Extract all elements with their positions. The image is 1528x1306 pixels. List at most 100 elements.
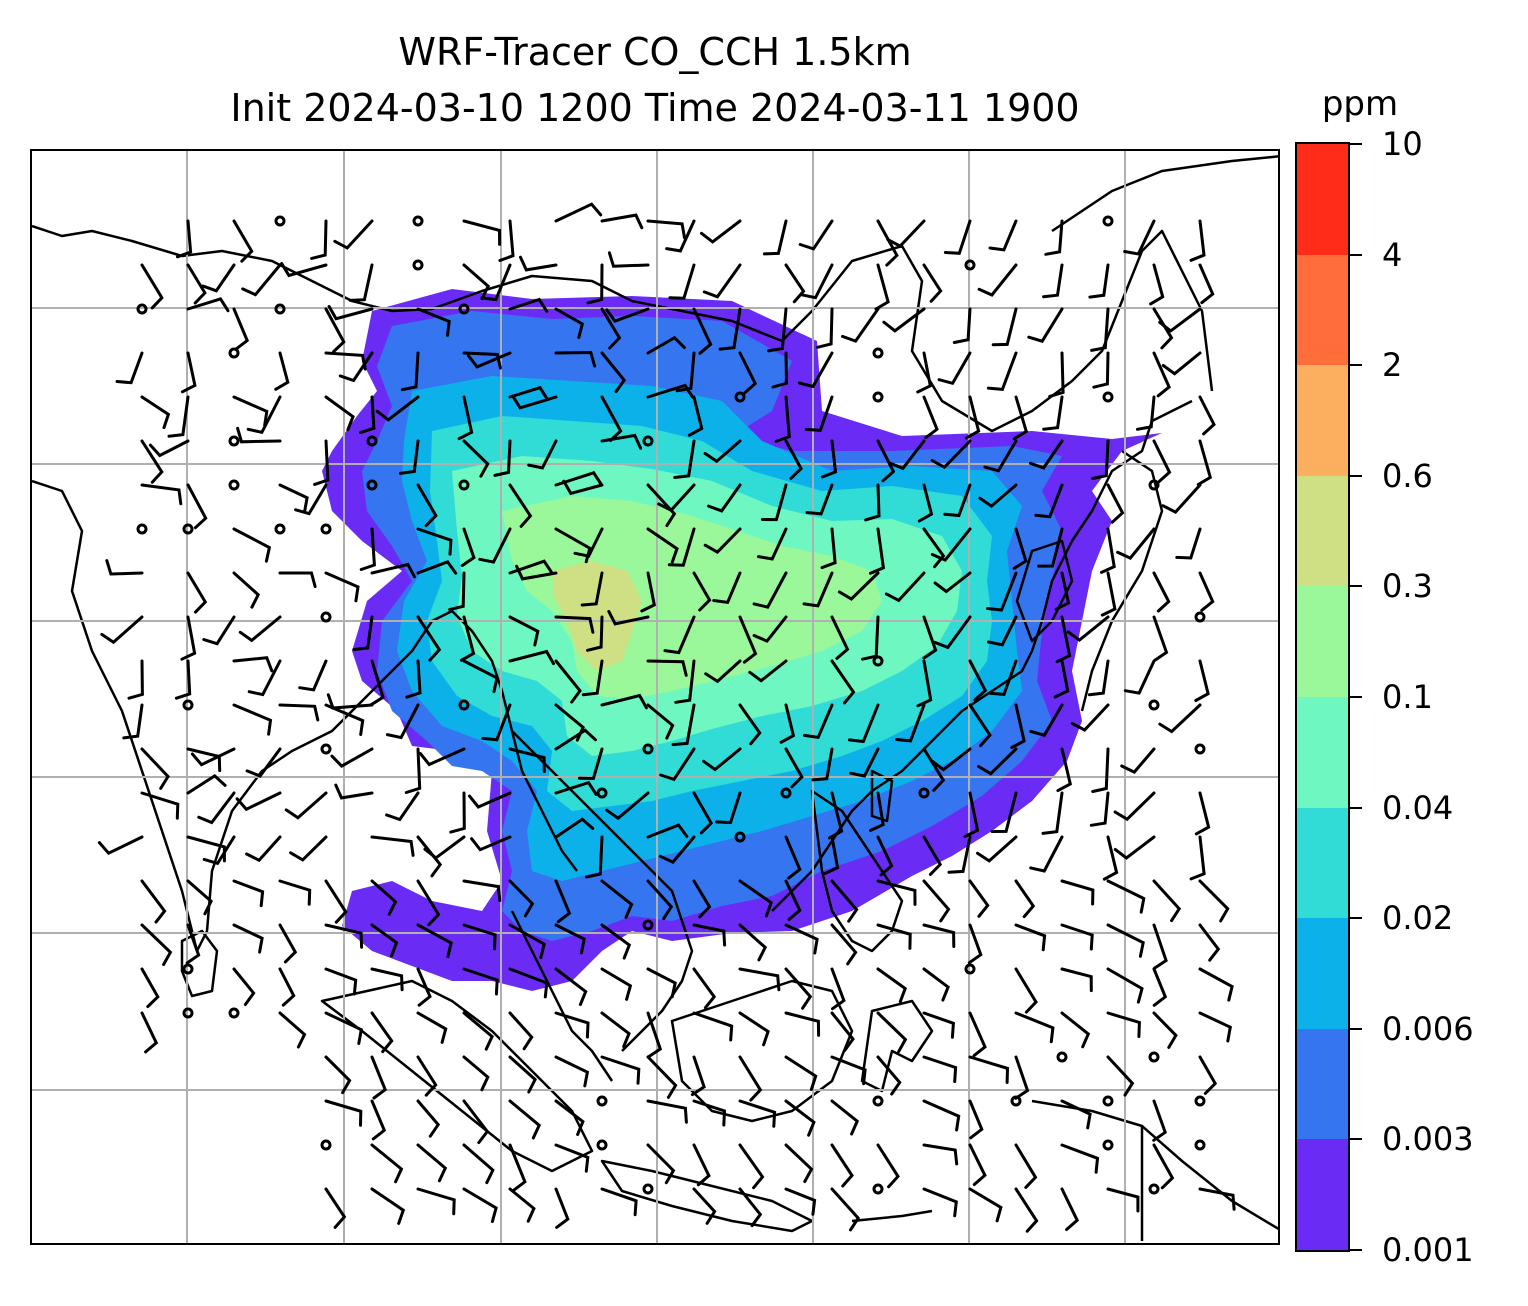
wind-barb bbox=[657, 483, 696, 513]
wind-barb bbox=[562, 479, 604, 496]
wind-barb bbox=[140, 395, 171, 430]
wind-barb bbox=[692, 1187, 717, 1225]
wind-barb bbox=[738, 923, 768, 962]
calm-wind-marker bbox=[366, 435, 378, 447]
calm-wind-marker bbox=[1102, 1139, 1114, 1151]
colorbar-tick bbox=[1350, 474, 1362, 477]
wind-barb bbox=[352, 615, 374, 652]
calm-wind-marker bbox=[366, 479, 378, 491]
wind-barb bbox=[646, 527, 679, 564]
wind-barb bbox=[968, 1187, 1003, 1223]
wind-barb bbox=[895, 703, 926, 743]
colorbar bbox=[1295, 142, 1350, 1252]
wind-barb bbox=[186, 879, 213, 916]
wind-barb bbox=[1014, 967, 1038, 1014]
wind-barb bbox=[600, 433, 643, 450]
wind-barb bbox=[952, 307, 972, 344]
wind-barb bbox=[922, 395, 939, 440]
wind-barb bbox=[1152, 351, 1171, 398]
wind-barb bbox=[600, 879, 634, 919]
wind-barb bbox=[1014, 1187, 1039, 1233]
calm-wind-marker bbox=[228, 435, 240, 447]
wind-barb bbox=[586, 615, 604, 652]
wind-barb bbox=[176, 219, 193, 259]
wind-barb bbox=[668, 263, 696, 300]
wind-barb bbox=[1135, 395, 1156, 431]
wind-barb bbox=[554, 615, 595, 634]
wind-barb bbox=[554, 879, 572, 924]
wind-barb bbox=[715, 791, 742, 825]
colorbar-tick bbox=[1350, 1027, 1362, 1030]
wind-barb bbox=[1029, 835, 1064, 873]
wind-barb bbox=[930, 527, 972, 562]
wind-barb bbox=[600, 967, 633, 1001]
calm-wind-marker bbox=[320, 1139, 332, 1151]
wind-barb bbox=[640, 571, 656, 613]
wind-barb bbox=[779, 703, 796, 744]
wind-barb bbox=[930, 747, 972, 772]
wind-barb bbox=[186, 297, 230, 313]
wind-barb bbox=[462, 1011, 494, 1051]
wind-barb bbox=[462, 439, 490, 478]
wind-barb bbox=[278, 703, 320, 722]
wind-barb bbox=[830, 1011, 855, 1052]
wind-barb bbox=[692, 967, 717, 1010]
wind-barb bbox=[289, 835, 328, 862]
colorbar-tick bbox=[1350, 364, 1362, 367]
wind-barb bbox=[327, 305, 374, 321]
calm-wind-marker bbox=[872, 655, 884, 667]
wind-barb bbox=[1014, 1055, 1030, 1100]
wind-barb bbox=[687, 395, 704, 437]
wind-barb bbox=[140, 967, 160, 1009]
wind-barb bbox=[1152, 1099, 1167, 1142]
wind-barb bbox=[667, 527, 696, 567]
wind-barb bbox=[1012, 527, 1028, 570]
wind-barb bbox=[294, 483, 328, 516]
colorbar-segment bbox=[1297, 1028, 1348, 1140]
wind-barb bbox=[692, 1011, 734, 1042]
wind-barb bbox=[882, 307, 926, 333]
wind-barb bbox=[646, 1055, 678, 1099]
wind-barb bbox=[600, 693, 648, 710]
wind-barb bbox=[1116, 527, 1156, 560]
wind-barb bbox=[508, 967, 549, 999]
wind-barb bbox=[1041, 791, 1064, 835]
wind-barb bbox=[1152, 571, 1171, 613]
wind-barb bbox=[673, 439, 696, 479]
wind-barb bbox=[1060, 1187, 1080, 1231]
wind-barb bbox=[762, 219, 788, 256]
wind-barb bbox=[1010, 703, 1026, 749]
calm-wind-marker bbox=[182, 963, 194, 975]
wind-barb bbox=[459, 615, 476, 662]
wind-barb bbox=[324, 923, 364, 949]
wind-barb bbox=[800, 263, 834, 300]
wind-barb bbox=[876, 219, 899, 267]
wind-barb bbox=[416, 1099, 441, 1138]
calm-wind-marker bbox=[1194, 743, 1206, 755]
wind-barb bbox=[1198, 571, 1215, 612]
wind-barb bbox=[508, 747, 546, 773]
wind-barb bbox=[232, 703, 273, 736]
wind-barb bbox=[324, 1055, 352, 1095]
plot-title-line-2: Init 2024-03-10 1200 Time 2024-03-11 190… bbox=[230, 86, 1080, 130]
colorbar-segment bbox=[1297, 143, 1348, 255]
wind-barb bbox=[1042, 395, 1064, 431]
wind-barb bbox=[127, 659, 144, 700]
wind-barb bbox=[922, 263, 943, 303]
wind-barb bbox=[1158, 307, 1202, 333]
wind-barb bbox=[186, 483, 208, 530]
wind-barb bbox=[600, 213, 644, 230]
wind-barb bbox=[712, 571, 742, 605]
calm-wind-marker bbox=[1148, 699, 1160, 711]
wind-barb bbox=[692, 1143, 711, 1187]
calm-wind-marker bbox=[228, 1007, 240, 1019]
wind-barb bbox=[784, 879, 802, 921]
wind-barb bbox=[508, 649, 555, 666]
colorbar-segment bbox=[1297, 585, 1348, 697]
wind-barb bbox=[1089, 791, 1110, 827]
wind-barb bbox=[148, 439, 190, 458]
wind-barb bbox=[1034, 483, 1064, 519]
colorbar-tick-label: 10 bbox=[1382, 125, 1423, 163]
wind-barb bbox=[876, 439, 896, 483]
wind-barb bbox=[370, 879, 398, 916]
